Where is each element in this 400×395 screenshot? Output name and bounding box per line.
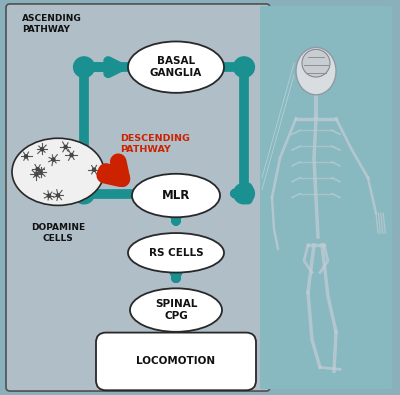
Text: DESCENDING
PATHWAY: DESCENDING PATHWAY <box>120 134 190 154</box>
Circle shape <box>39 170 42 173</box>
Ellipse shape <box>296 47 336 95</box>
Circle shape <box>56 194 60 197</box>
Ellipse shape <box>128 233 224 273</box>
Circle shape <box>35 173 38 176</box>
Text: SPINAL
CPG: SPINAL CPG <box>155 299 197 321</box>
Ellipse shape <box>132 174 220 217</box>
Circle shape <box>36 167 39 171</box>
Circle shape <box>24 155 28 158</box>
Text: BASAL
GANGLIA: BASAL GANGLIA <box>150 56 202 78</box>
Circle shape <box>234 57 254 77</box>
FancyBboxPatch shape <box>96 333 256 390</box>
Ellipse shape <box>302 49 330 77</box>
Text: RS CELLS: RS CELLS <box>149 248 203 258</box>
Text: DOPAMINE
CELLS: DOPAMINE CELLS <box>31 223 85 243</box>
Ellipse shape <box>12 138 104 205</box>
Circle shape <box>74 183 94 204</box>
Circle shape <box>234 183 254 204</box>
FancyBboxPatch shape <box>6 4 270 391</box>
Circle shape <box>92 168 96 171</box>
Text: ASCENDING
PATHWAY: ASCENDING PATHWAY <box>22 14 82 34</box>
FancyBboxPatch shape <box>260 6 392 389</box>
Ellipse shape <box>130 288 222 332</box>
Circle shape <box>74 57 94 77</box>
Text: LOCOMOTION: LOCOMOTION <box>136 356 216 367</box>
Circle shape <box>48 194 51 198</box>
Text: MLR: MLR <box>162 189 190 202</box>
Circle shape <box>52 158 55 161</box>
Ellipse shape <box>128 41 224 93</box>
Circle shape <box>70 154 73 157</box>
Circle shape <box>64 145 67 149</box>
Circle shape <box>40 148 44 151</box>
